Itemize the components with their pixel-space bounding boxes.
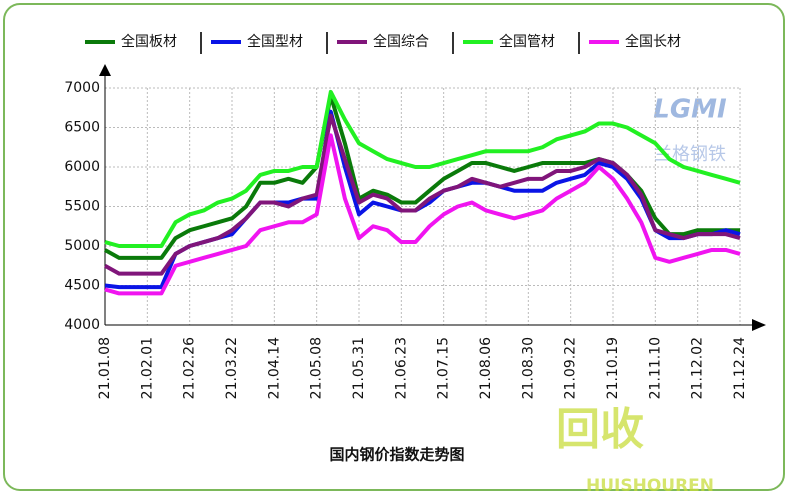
y-tick-label: 7000 <box>64 80 100 96</box>
y-tick-label: 5500 <box>64 199 100 215</box>
x-tick-label: 21.05.08 <box>309 337 325 399</box>
y-tick-label: 6500 <box>64 120 100 136</box>
x-tick-label: 21.01.08 <box>97 337 113 399</box>
logo: LGMI <box>653 95 727 125</box>
series-line <box>104 133 741 296</box>
x-tick-label: 21.09.22 <box>563 337 579 399</box>
x-tick-label: 21.02.26 <box>182 337 198 399</box>
x-tick-label: 21.11.10 <box>647 337 663 399</box>
legend-label: 全国型材 <box>247 33 303 50</box>
x-tick-label: 21.03.22 <box>224 337 240 399</box>
legend-label: 全国综合 <box>373 33 429 50</box>
x-tick-label: 21.06.23 <box>393 337 409 399</box>
x-tick-label: 21.05.31 <box>351 337 367 399</box>
legend-label: 全国长材 <box>625 33 681 50</box>
x-tick-label: 21.10.19 <box>605 337 621 399</box>
y-tick-label: 6000 <box>64 159 100 175</box>
series-line <box>104 89 741 248</box>
y-tick-label: 5000 <box>64 238 100 254</box>
legend-label: 全国板材 <box>121 33 177 50</box>
series-line <box>104 113 741 276</box>
x-tick-label: 21.08.30 <box>520 337 536 399</box>
y-axis-arrow <box>99 64 111 76</box>
x-tick-label: 21.04.14 <box>266 337 282 399</box>
x-tick-label: 21.12.02 <box>690 337 706 399</box>
x-tick-label: 21.07.15 <box>436 337 452 399</box>
x-tick-label: 21.08.06 <box>478 337 494 399</box>
frame <box>3 3 785 491</box>
legend-label: 全国管材 <box>499 33 555 50</box>
y-tick-label: 4500 <box>64 278 100 294</box>
x-tick-label: 21.12.24 <box>732 337 748 399</box>
chart-title: 国内钢价指数走势图 <box>329 446 464 464</box>
x-axis-arrow <box>752 319 766 331</box>
watermark: 回收 <box>556 404 644 455</box>
x-tick-label: 21.02.01 <box>139 337 155 399</box>
y-tick-label: 4000 <box>64 317 100 333</box>
watermark-sub: HUISHOUREN <box>586 476 714 496</box>
